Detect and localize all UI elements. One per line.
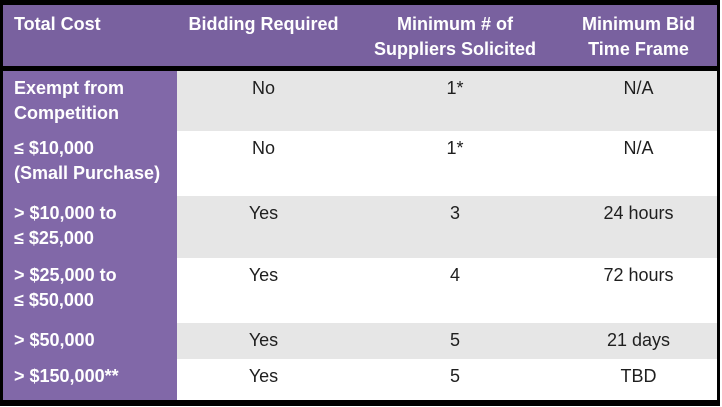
table-row-25k-50k: > $25,000 to ≤ $50,000 Yes 4 72 hours	[3, 258, 717, 323]
timeframe-cell: TBD	[560, 359, 717, 400]
table-row-over-50k: > $50,000 Yes 5 21 days	[3, 323, 717, 359]
suppliers-cell: 1*	[350, 131, 560, 196]
header-divider	[3, 66, 717, 71]
header-row: Total Cost Bidding Required Minimum # of…	[3, 5, 717, 66]
suppliers-cell: 5	[350, 323, 560, 359]
header-min-bid-time-frame: Minimum Bid Time Frame	[582, 14, 695, 59]
table-row-10k-25k: > $10,000 to ≤ $25,000 Yes 3 24 hours	[3, 196, 717, 258]
bidding-required-cell: Yes	[177, 196, 350, 258]
timeframe-cell: N/A	[560, 71, 717, 131]
bidding-required-cell: No	[177, 71, 350, 131]
row-header-cell: > $25,000 to ≤ $50,000	[3, 258, 177, 323]
timeframe-cell: 24 hours	[560, 196, 717, 258]
suppliers-cell: 3	[350, 196, 560, 258]
table-row-over-150k: > $150,000** Yes 5 TBD	[3, 359, 717, 400]
row-header-cell: > $50,000	[3, 323, 177, 359]
timeframe-cell: N/A	[560, 131, 717, 196]
bidding-required-cell: Yes	[177, 323, 350, 359]
bidding-required-cell: Yes	[177, 359, 350, 400]
row-header-cell: Exempt from Competition	[3, 71, 177, 131]
header-total-cost: Total Cost	[14, 14, 101, 34]
header-bidding-required: Bidding Required	[188, 14, 339, 34]
suppliers-cell: 5	[350, 359, 560, 400]
timeframe-cell: 21 days	[560, 323, 717, 359]
row-header-cell: > $150,000**	[3, 359, 177, 400]
suppliers-cell: 4	[350, 258, 560, 323]
header-min-suppliers: Minimum # of Suppliers Solicited	[373, 14, 537, 59]
bidding-required-cell: No	[177, 131, 350, 196]
bidding-required-cell: Yes	[177, 258, 350, 323]
row-header-cell: > $10,000 to ≤ $25,000	[3, 196, 177, 258]
table-row-small-purchase: ≤ $10,000 (Small Purchase) No 1* N/A	[3, 131, 717, 196]
suppliers-cell: 1*	[350, 71, 560, 131]
table-row-exempt: Exempt from Competition No 1* N/A	[3, 71, 717, 131]
row-header-cell: ≤ $10,000 (Small Purchase)	[3, 131, 177, 196]
timeframe-cell: 72 hours	[560, 258, 717, 323]
